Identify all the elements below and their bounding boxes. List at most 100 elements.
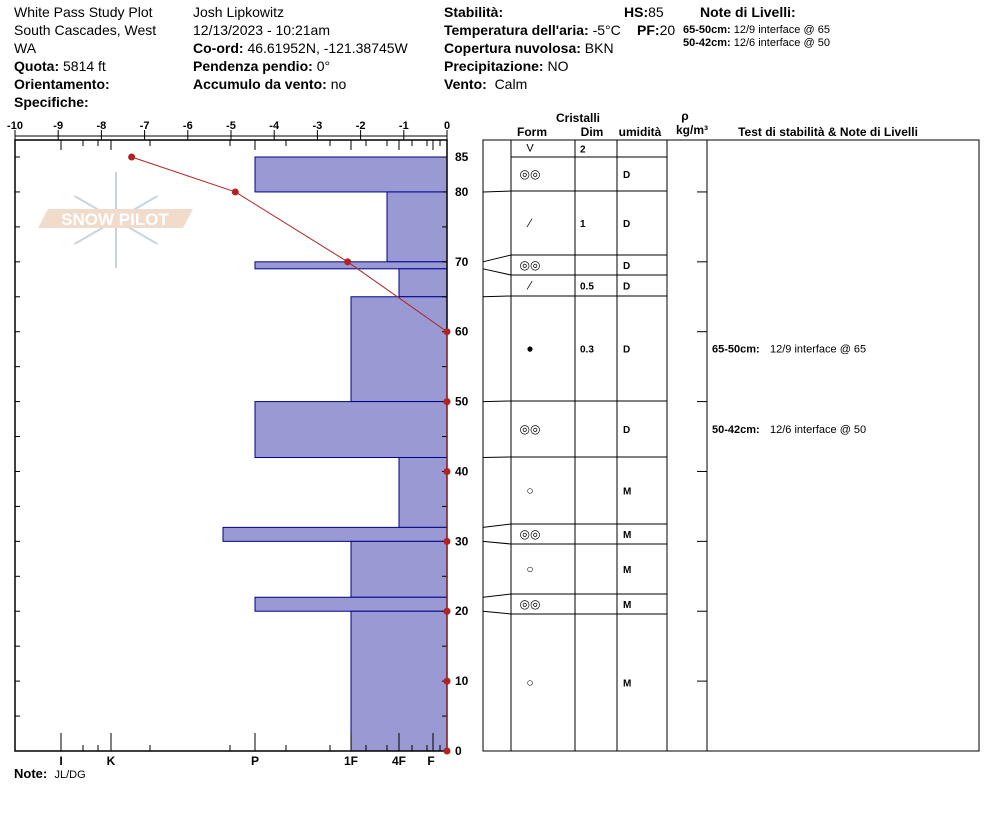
layer-note: 50-42cm: 12/6 interface @ 50 [683,37,830,49]
site-name: White Pass Study Plot [14,4,153,20]
grain-size: 1 [580,219,586,230]
temperature-point [443,398,451,406]
layer-note: 65-50cm: 12/9 interface @ 65 [683,24,830,36]
hardness-layer [254,156,448,193]
depth-label: 40 [455,464,469,478]
grain-form-melt-forms-icon: ◎◎ [520,527,541,541]
depth-label: 10 [455,674,469,688]
slope: Pendenza pendio: 0° [193,58,331,74]
cloud-cover: Copertura nuvolosa: BKN [444,40,614,56]
hardness-layer [254,401,448,458]
coordinates: Co-ord: 46.61952N, -121.38745W [193,40,408,56]
tests-header: Test di stabilità & Note di Livelli [738,125,918,139]
datetime: 12/13/2023 - 10:21am [193,22,330,38]
temperature-line [131,156,448,751]
layer-connector [482,523,512,528]
moisture-value: M [623,679,631,690]
depth-label: 50 [455,395,469,409]
hardness-layer [386,191,448,263]
grain-size: 0.3 [580,345,594,356]
layer-note-range: 50-42cm: [712,424,760,436]
site-info: White Pass Study Plot South Cascades, We… [14,3,156,111]
layer-connector [482,190,512,193]
depth-label: 70 [455,255,469,269]
hardness-label: 4F [392,754,406,768]
grain-form-melt-forms-icon: ◎◎ [520,167,541,181]
moisture-value: M [623,487,631,498]
footer-note: Note: JL/DG [14,766,86,781]
aspect: Orientamento: [14,76,110,92]
depth-label: 60 [455,325,469,339]
hardness-layer [398,456,448,528]
layer-connector [482,540,512,545]
layer-connector [482,400,512,403]
hardness-label: I [59,754,62,768]
snowpilot-logo: SNOW PILOT [38,172,193,268]
layer-connector [482,593,512,598]
elevation: Quota: 5814 ft [14,58,106,74]
hardness-layer [350,540,448,598]
hardness-layer [350,610,448,752]
temperature-point [443,677,451,685]
crystals-header: Cristalli [556,111,600,125]
temperature-point [443,537,451,545]
layer-connector [482,268,512,276]
depth-label: 85 [455,150,469,164]
moisture-value: M [623,530,631,541]
observation-info: Josh Lipkowitz 12/13/2023 - 10:21am Co-o… [193,3,408,93]
form-header: Form [517,125,547,139]
temp-tick-label: -8 [97,120,107,132]
moisture-value: D [623,219,630,230]
penetration-foot: PF:20 [637,21,676,39]
grain-size: 2 [580,145,586,156]
grain-form-melt-forms-icon: ◎◎ [520,597,541,611]
moisture-value: D [623,425,630,436]
logo-text: SNOW PILOT [61,210,169,229]
logo-banner [38,209,193,228]
grain-form-crust-icon: ⁄ [526,216,533,230]
hardness-layer [254,261,448,270]
temperature-point [443,747,451,755]
grain-form-surface-hoar-icon: V [526,143,534,155]
specifics: Specifiche: [14,94,89,110]
grain-form-rounds-icon: ● [526,342,533,356]
grain-form-melt-forms-icon: ◎◎ [520,258,541,272]
hardness-layer [254,596,448,612]
temperature-point [443,607,451,615]
depth-label: 20 [455,604,469,618]
temperature-point [344,258,352,266]
temp-tick-label: -6 [183,120,193,132]
layer-note-text: 12/6 interface @ 50 [770,424,866,436]
moisture-value: D [623,261,630,272]
precipitation: Precipitazione: NO [444,58,569,74]
layer-connector [482,610,512,615]
layer-notes-title: Note di Livelli: [700,4,796,20]
density-unit-header: kg/m³ [676,123,708,137]
layer-note-text: 12/9 interface @ 65 [770,344,866,356]
air-temperature: Temperatura dell'aria: -5°C [444,22,621,38]
grain-size: 0.5 [580,282,594,293]
temperature-point [443,328,451,336]
wind: Vento: Calm [444,76,528,92]
moisture-header: umidità [619,125,662,139]
conditions-info: Stabilità: Temperatura dell'aria: -5°C C… [444,3,621,93]
moisture-value: D [623,170,630,181]
grain-form-melt-form-icon: ○ [526,562,533,576]
hardness-layer [398,268,448,298]
moisture-value: M [623,600,631,611]
temp-tick-label: -7 [140,120,150,132]
depth-label: 80 [455,185,469,199]
hardness-label: P [251,754,259,768]
hardness-label: 1F [344,754,358,768]
layer-connector [482,254,512,263]
grain-form-melt-form-icon: ○ [526,484,533,498]
hardness-label: K [107,754,116,768]
snow-height: HS:85 [624,4,664,20]
temp-tick-label: -5 [226,120,236,132]
hardness-label: F [427,754,434,768]
temp-tick-label: -2 [356,120,366,132]
wind-loading: Accumulo da vento: no [193,76,347,92]
site-state: WA [14,40,37,56]
grain-form-crust-icon: ⁄ [526,279,533,293]
